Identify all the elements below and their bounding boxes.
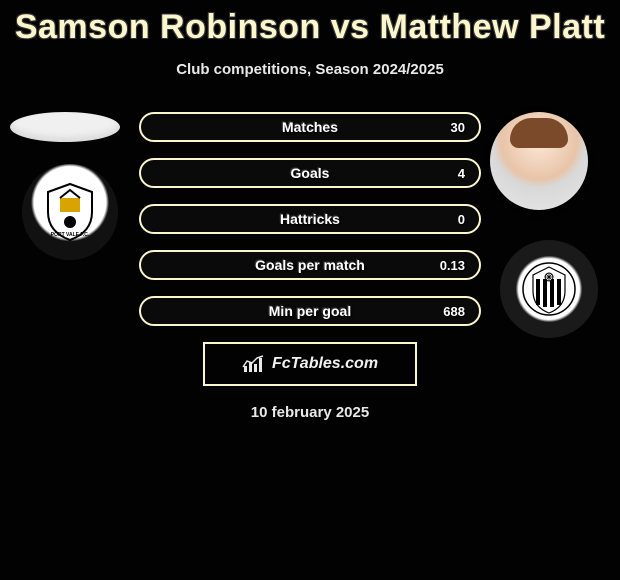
stat-label: Matches	[282, 119, 338, 135]
watermark-badge: FcTables.com	[203, 342, 417, 386]
stat-value-right: 688	[443, 304, 465, 319]
crest-left-icon: PORT VALE F.C.	[38, 180, 102, 244]
stats-container: Matches 30 Goals 4 Hattricks 0 Goals per…	[139, 112, 481, 326]
svg-text:PORT VALE F.C.: PORT VALE F.C.	[51, 232, 90, 238]
stat-row-hattricks: Hattricks 0	[139, 204, 481, 234]
page-title: Samson Robinson vs Matthew Platt	[0, 0, 620, 47]
watermark-text: FcTables.com	[272, 355, 378, 373]
stat-value-right: 4	[458, 166, 465, 181]
chart-icon	[242, 354, 266, 374]
stat-label: Hattricks	[280, 211, 340, 227]
player-left-avatar	[10, 112, 120, 142]
stat-row-min-per-goal: Min per goal 688	[139, 296, 481, 326]
stat-row-matches: Matches 30	[139, 112, 481, 142]
stat-row-goals: Goals 4	[139, 158, 481, 188]
crest-right-icon	[519, 259, 579, 319]
stat-label: Goals	[291, 165, 330, 181]
stat-label: Goals per match	[255, 257, 365, 273]
date-line: 10 february 2025	[0, 404, 620, 421]
stat-value-right: 0.13	[440, 258, 465, 273]
subtitle: Club competitions, Season 2024/2025	[0, 61, 620, 78]
stat-row-goals-per-match: Goals per match 0.13	[139, 250, 481, 280]
player-right-avatar	[490, 112, 588, 210]
stat-label: Min per goal	[269, 303, 351, 319]
stat-value-right: 0	[458, 212, 465, 227]
player-left-crest: PORT VALE F.C.	[22, 164, 118, 260]
player-right-crest	[500, 240, 598, 338]
comparison-content: PORT VALE F.C. Matches 30 Goals 4	[0, 112, 620, 421]
stat-value-right: 30	[451, 120, 465, 135]
